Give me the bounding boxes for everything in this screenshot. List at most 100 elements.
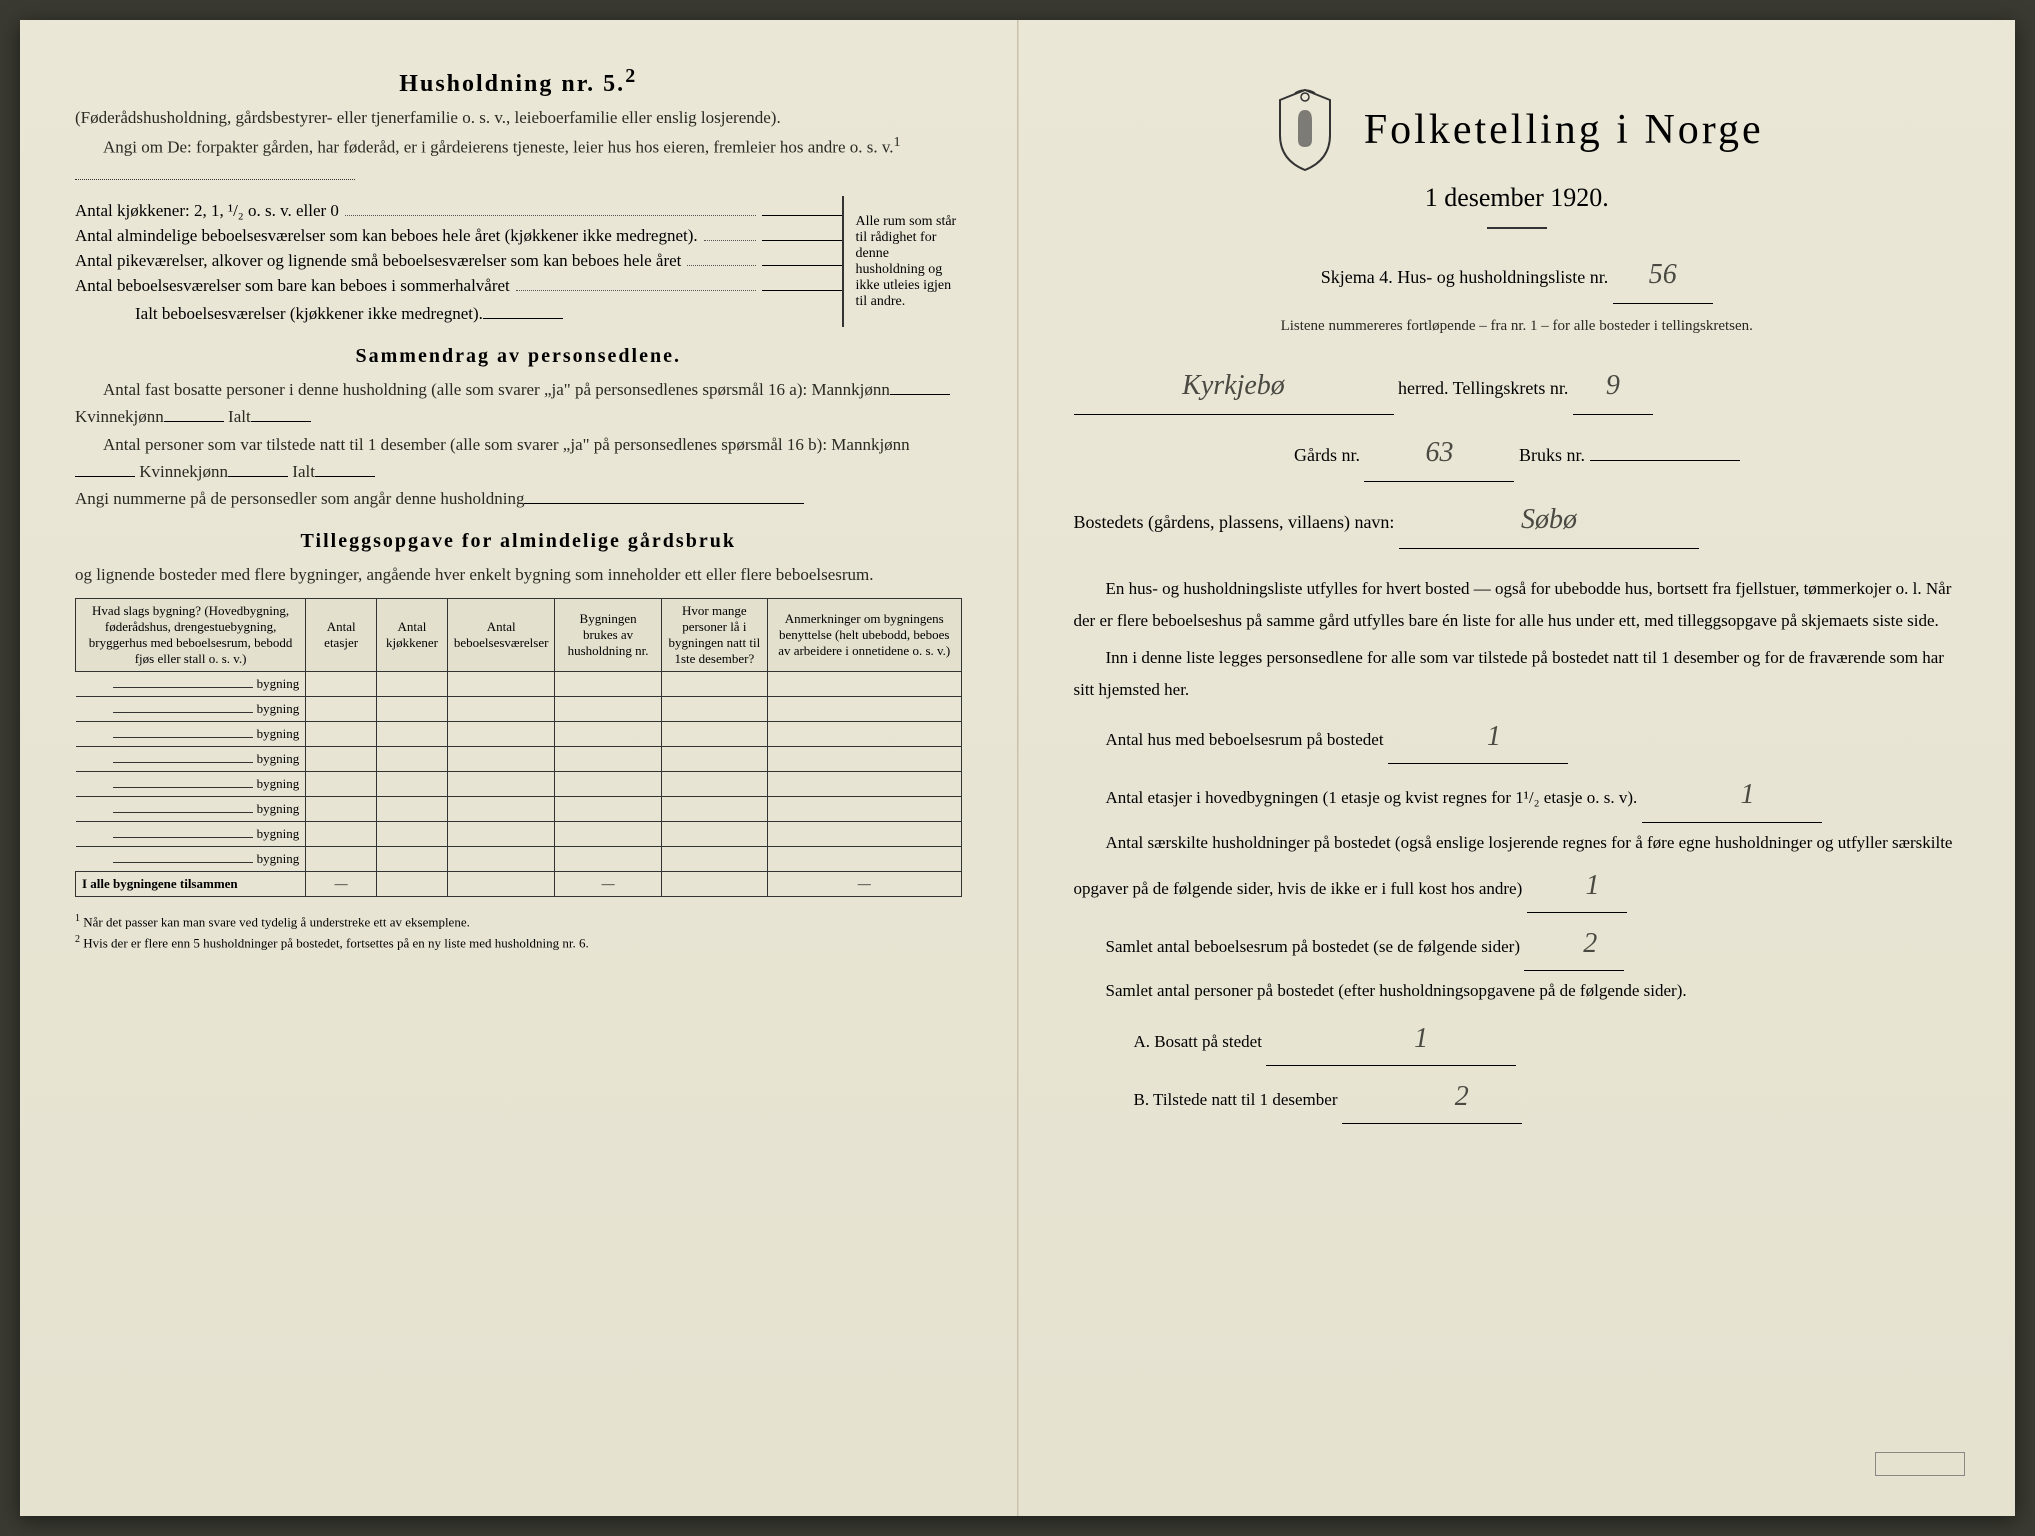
q3-value: 1	[1527, 859, 1627, 913]
intro2-text: Angi om De: forpakter gården, har føderå…	[103, 138, 894, 157]
krets-value: 9	[1573, 358, 1653, 415]
intro-paren: (Føderådshusholdning, gårdsbestyrer- ell…	[75, 104, 962, 131]
q1-label: Antal hus med beboelsesrum på bostedet	[1106, 730, 1384, 749]
qB-value: 2	[1342, 1070, 1522, 1124]
herred-line: Kyrkjebø herred. Tellingskrets nr. 9	[1074, 358, 1961, 415]
intro2-sup: 1	[894, 134, 901, 150]
bruks-value	[1590, 460, 1740, 461]
right-page: Folketelling i Norge 1 desember 1920. Sk…	[1018, 20, 2016, 1516]
q5-line: Samlet antal personer på bostedet (efter…	[1074, 975, 1961, 1007]
schema-line: Skjema 4. Hus- og husholdningsliste nr. …	[1074, 247, 1961, 304]
bygning-table: Hvad slags bygning? (Hovedbygning, føder…	[75, 598, 962, 897]
bruks-label: Bruks nr.	[1519, 445, 1585, 465]
th-4: Antal beboelsesværelser	[447, 599, 555, 672]
norway-crest-icon	[1270, 85, 1340, 175]
row-label-text: bygning	[257, 676, 300, 691]
row-label-cell: bygning	[76, 822, 306, 847]
table-total-row: I alle bygningene tilsammen — — —	[76, 872, 962, 897]
samm1b: Kvinnekjønn	[75, 407, 164, 426]
heading-text: Husholdning nr. 5.	[399, 71, 625, 97]
q4-label: Samlet antal beboelsesrum på bostedet (s…	[1106, 937, 1520, 956]
qA-value: 1	[1266, 1012, 1516, 1066]
left-page: Husholdning nr. 5.2 (Føderådshusholdning…	[20, 20, 1018, 1516]
room-label-3: Antal beboelsesværelser som bare kan beb…	[75, 276, 510, 296]
subtitle: 1 desember 1920.	[1074, 183, 1961, 213]
th-1: Hvad slags bygning? (Hovedbygning, føder…	[76, 599, 306, 672]
room-line-2: Antal pikeværelser, alkover og lignende …	[75, 249, 842, 271]
end-blank	[762, 240, 842, 241]
q1-line: Antal hus med beboelsesrum på bostedet 1	[1074, 710, 1961, 764]
fill-line	[113, 787, 253, 788]
fill-line	[113, 862, 253, 863]
qB-line: B. Tilstede natt til 1 desember 2	[1074, 1070, 1961, 1124]
footnote-1: 1 Når det passer kan man svare ved tydel…	[75, 911, 962, 932]
table-header-row: Hvad slags bygning? (Hovedbygning, føder…	[76, 599, 962, 672]
total-label: I alle bygningene tilsammen	[76, 872, 306, 897]
q1-value: 1	[1388, 710, 1568, 764]
herred-label: herred. Tellingskrets nr.	[1398, 378, 1568, 398]
end-blank	[483, 318, 563, 319]
blank	[228, 458, 288, 477]
q4-line: Samlet antal beboelsesrum på bostedet (s…	[1074, 917, 1961, 971]
printer-stamp	[1875, 1452, 1965, 1476]
intro-instruction: Angi om De: forpakter gården, har føderå…	[75, 131, 962, 188]
q3-line: Antal særskilte husholdninger på bostede…	[1074, 827, 1961, 913]
gards-value: 63	[1364, 425, 1514, 482]
samm1c: Ialt	[228, 407, 251, 426]
document-spread: Husholdning nr. 5. 2 (Føderådshusholdning…	[20, 20, 2015, 1516]
title-text-block: Folketelling i Norge	[1364, 106, 1764, 154]
q4-value: 2	[1524, 917, 1624, 971]
row-label-cell: bygning	[76, 697, 306, 722]
fill	[516, 274, 756, 291]
brace-note: Alle rum som står til rådighet for denne…	[842, 196, 962, 327]
end-blank	[762, 290, 842, 291]
fn1-text: Når det passer kan man svare ved tydelig…	[83, 915, 470, 930]
samm2b: Kvinnekjønn	[139, 462, 228, 481]
end-blank	[762, 265, 842, 266]
fill	[704, 224, 756, 241]
gards-label: Gårds nr.	[1294, 445, 1360, 465]
blank	[251, 404, 311, 423]
row-label-cell: bygning	[76, 747, 306, 772]
sammendrag-heading: Sammendrag av personsedlene.	[75, 345, 962, 368]
q2-value: 1	[1642, 768, 1822, 822]
footnote-2: 2 Hvis der er flere enn 5 husholdninger …	[75, 932, 962, 953]
th-6: Hvor mange personer lå i bygningen natt …	[661, 599, 767, 672]
room-total-line: Ialt beboelsesværelser (kjøkkener ikke m…	[75, 304, 842, 324]
schema-value: 56	[1613, 247, 1713, 304]
fill-line	[113, 712, 253, 713]
end-blank	[762, 215, 842, 216]
dash-cell: —	[767, 872, 961, 897]
room-count-group: Antal kjøkkener: 2, 1, ¹/₂ o. s. v. elle…	[75, 196, 962, 327]
blank	[890, 377, 950, 396]
blank	[315, 458, 375, 477]
th-2: Antal etasjer	[306, 599, 377, 672]
intro-blank	[75, 161, 355, 180]
schema-label: Skjema 4. Hus- og husholdningsliste nr.	[1321, 267, 1609, 287]
table-row: bygning	[76, 847, 962, 872]
row-label-text: bygning	[257, 701, 300, 716]
row-label-cell: bygning	[76, 672, 306, 697]
q2-label: Antal etasjer i hovedbygningen (1 etasje…	[1106, 788, 1638, 807]
blank	[75, 458, 135, 477]
divider	[1487, 227, 1547, 229]
qB-label: B. Tilstede natt til 1 desember	[1134, 1090, 1338, 1109]
fill-line	[113, 762, 253, 763]
para-1: En hus- og husholdningsliste utfylles fo…	[1074, 573, 1961, 638]
qA-label: A. Bosatt på stedet	[1134, 1032, 1262, 1051]
para-2: Inn i denne liste legges personsedlene f…	[1074, 642, 1961, 707]
table-row: bygning	[76, 672, 962, 697]
samm-line-3: Angi nummerne på de personsedler som ang…	[75, 485, 962, 512]
blank	[164, 404, 224, 423]
room-label-1: Antal almindelige beboelsesværelser som …	[75, 226, 698, 246]
gards-line: Gårds nr. 63 Bruks nr.	[1074, 425, 1961, 482]
dash-cell: —	[555, 872, 661, 897]
q3-label: Antal særskilte husholdninger på bostede…	[1074, 833, 1953, 898]
row-label-text: bygning	[257, 801, 300, 816]
room-lines: Antal kjøkkener: 2, 1, ¹/₂ o. s. v. elle…	[75, 196, 842, 327]
fill-line	[113, 837, 253, 838]
q2-line: Antal etasjer i hovedbygningen (1 etasje…	[1074, 768, 1961, 822]
list-note: Listene nummereres fortløpende – fra nr.…	[1074, 314, 1961, 338]
row-label-text: bygning	[257, 776, 300, 791]
samm2c: Ialt	[292, 462, 315, 481]
